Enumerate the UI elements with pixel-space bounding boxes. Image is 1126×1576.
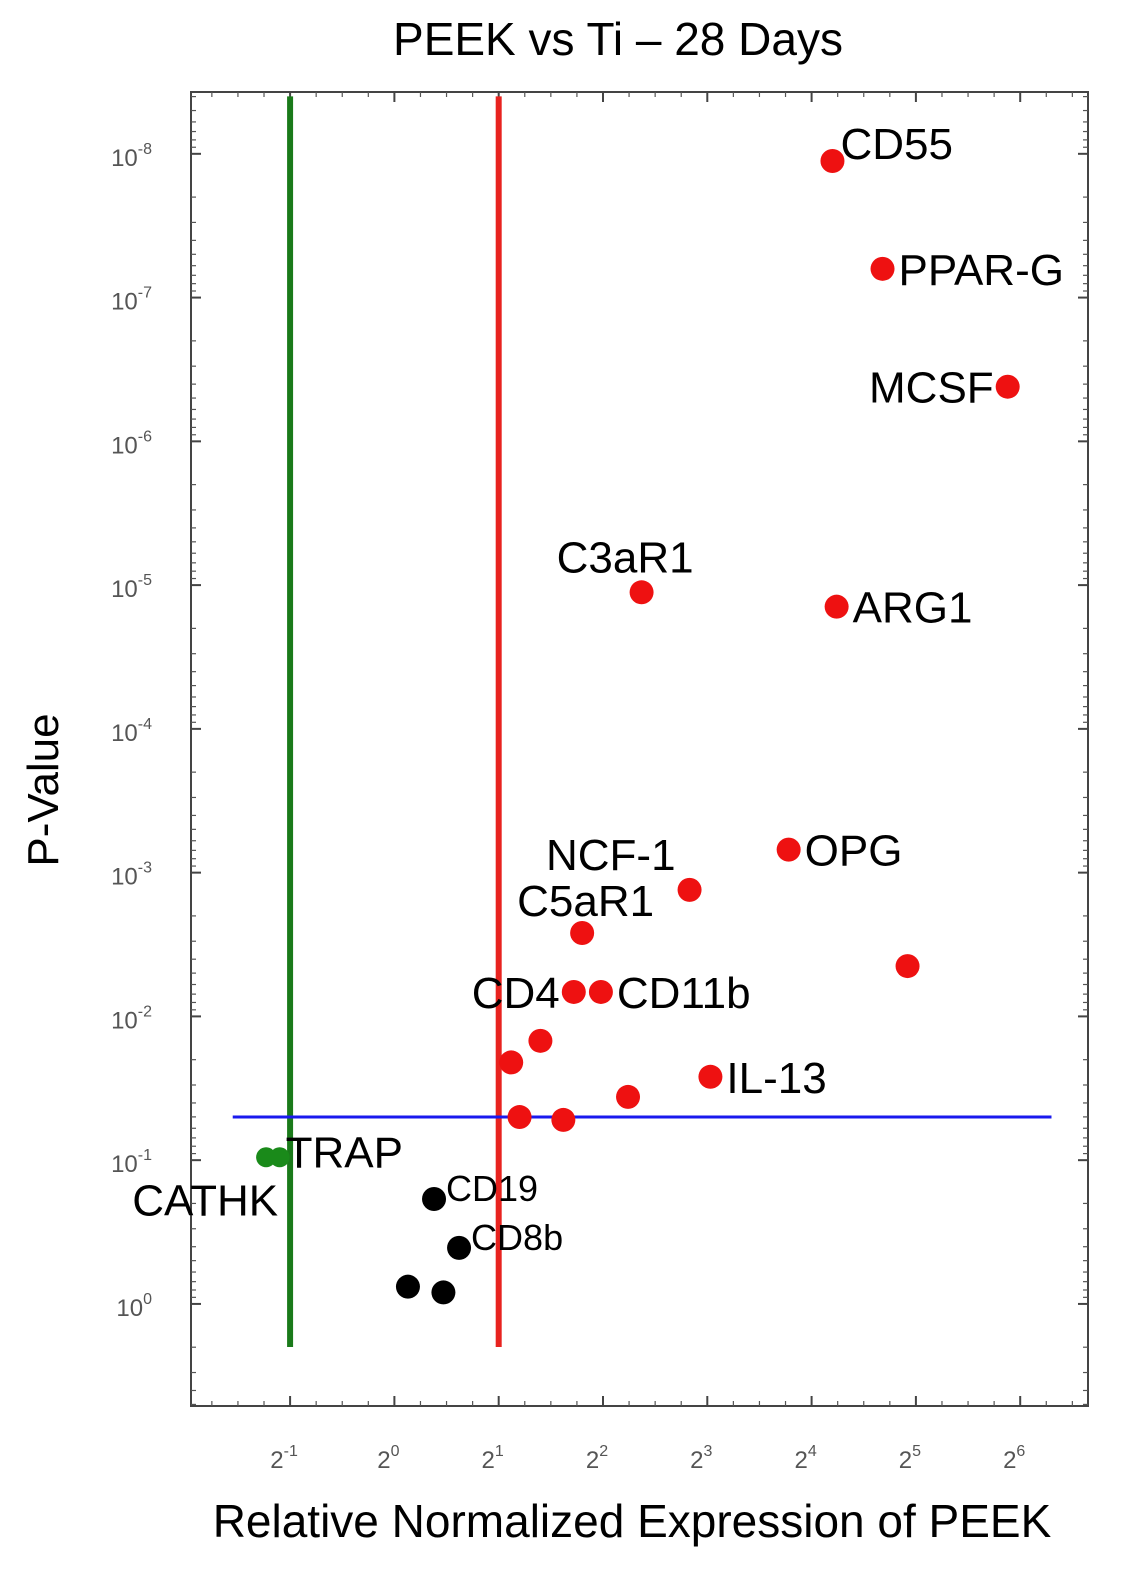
- point-unlabeled-8: [895, 954, 920, 979]
- tick-labels: 10-8 10-7 10-6 10-5 10-4 10-3 10-2 10-1 100 2-1 20…: [111, 141, 1025, 1474]
- point-label-opg: OPG: [805, 827, 903, 876]
- point-ppar-g: [870, 256, 895, 281]
- x-tick-label: 22: [586, 1443, 608, 1474]
- x-tick-label: 21: [482, 1443, 504, 1474]
- x-tick-label: 2-1: [270, 1443, 298, 1474]
- chart-title: PEEK vs Ti – 28 Days: [393, 13, 843, 65]
- point-label-ppar-g: PPAR-G: [899, 246, 1064, 295]
- point-c3ar1: [629, 580, 654, 605]
- y-tick-label: 10-6: [111, 428, 152, 459]
- y-tick-label: 10-5: [111, 572, 152, 603]
- point-unlabeled-14: [616, 1084, 641, 1109]
- y-tick-label: 10-7: [111, 285, 152, 316]
- point-unlabeled-22: [431, 1280, 456, 1305]
- y-tick-label: 10-1: [111, 1147, 152, 1178]
- point-ncf-1: [677, 877, 702, 902]
- point-label-trap: TRAP: [286, 1128, 403, 1177]
- point-label-cd4: CD4: [472, 969, 560, 1018]
- threshold-lines: [232, 96, 1052, 1348]
- point-unlabeled-12: [499, 1050, 524, 1075]
- point-unlabeled-16: [551, 1107, 576, 1132]
- x-tick-label: 24: [794, 1443, 816, 1474]
- y-tick-label: 10-2: [111, 1003, 152, 1034]
- y-axis-label: P-Value: [19, 713, 68, 866]
- point-arg1: [824, 594, 849, 619]
- point-label-cd8b: CD8b: [471, 1217, 563, 1258]
- point-cd4: [561, 979, 586, 1004]
- point-label-cd19: CD19: [446, 1168, 538, 1209]
- point-opg: [776, 837, 801, 862]
- point-unlabeled-21: [395, 1274, 420, 1299]
- data-points: [256, 149, 1020, 1305]
- point-label-c5ar1: C5aR1: [517, 877, 654, 926]
- point-cd8b: [447, 1235, 472, 1260]
- x-tick-label: 23: [690, 1443, 712, 1474]
- axis-ticks: [191, 92, 1088, 1406]
- point-mcsf: [995, 374, 1020, 399]
- y-tick-label: 10-8: [111, 141, 152, 172]
- point-label-il-13: IL-13: [726, 1054, 826, 1103]
- point-unlabeled-15: [507, 1105, 532, 1130]
- point-c5ar1: [570, 921, 595, 946]
- y-tick-label: 100: [116, 1291, 152, 1322]
- x-tick-label: 20: [377, 1443, 399, 1474]
- y-tick-label: 10-3: [111, 860, 152, 891]
- point-cd19: [422, 1186, 447, 1211]
- x-tick-label: 26: [1003, 1443, 1025, 1474]
- point-il-13: [698, 1064, 723, 1089]
- point-cd11b: [588, 979, 613, 1004]
- point-unlabeled-11: [528, 1028, 553, 1053]
- plot-frame: [190, 91, 1089, 1407]
- point-label-cd11b: CD11b: [617, 969, 751, 1018]
- point-cd55: [820, 149, 845, 174]
- x-tick-label: 25: [899, 1443, 921, 1474]
- point-label-mcsf: MCSF: [869, 364, 994, 413]
- x-axis-label: Relative Normalized Expression of PEEK: [213, 1495, 1052, 1547]
- y-tick-label: 10-4: [111, 716, 152, 747]
- point-label-arg1: ARG1: [853, 584, 973, 633]
- point-label-ncf-1: NCF-1: [546, 831, 676, 880]
- point-label-c3ar1: C3aR1: [557, 533, 694, 582]
- point-label-cathk: CATHK: [132, 1176, 278, 1225]
- point-label-cd55: CD55: [840, 120, 953, 169]
- point-cathk: [256, 1147, 277, 1168]
